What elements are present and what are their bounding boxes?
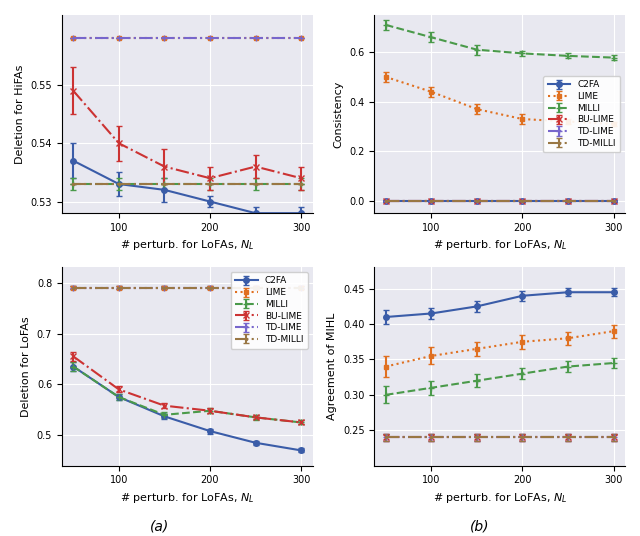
X-axis label: # perturb. for LoFAs, $N_L$: # perturb. for LoFAs, $N_L$ <box>120 491 254 505</box>
Y-axis label: Deletion for LoFAs: Deletion for LoFAs <box>21 316 31 417</box>
X-axis label: # perturb. for LoFAs, $N_L$: # perturb. for LoFAs, $N_L$ <box>120 239 254 252</box>
Text: (a): (a) <box>150 519 170 534</box>
Legend: C2FA, LIME, MILLI, BU-LIME, TD-LIME, TD-MILLI: C2FA, LIME, MILLI, BU-LIME, TD-LIME, TD-… <box>230 272 308 348</box>
X-axis label: # perturb. for LoFAs, $N_L$: # perturb. for LoFAs, $N_L$ <box>433 239 567 252</box>
Y-axis label: Consistency: Consistency <box>333 80 344 148</box>
Y-axis label: Agreement of MIHL: Agreement of MIHL <box>328 313 337 420</box>
Legend: C2FA, LIME, MILLI, BU-LIME, TD-LIME, TD-MILLI: C2FA, LIME, MILLI, BU-LIME, TD-LIME, TD-… <box>543 76 621 152</box>
Y-axis label: Deletion for HiFAs: Deletion for HiFAs <box>15 64 25 164</box>
X-axis label: # perturb. for LoFAs, $N_L$: # perturb. for LoFAs, $N_L$ <box>433 491 567 505</box>
Text: (b): (b) <box>470 519 490 534</box>
